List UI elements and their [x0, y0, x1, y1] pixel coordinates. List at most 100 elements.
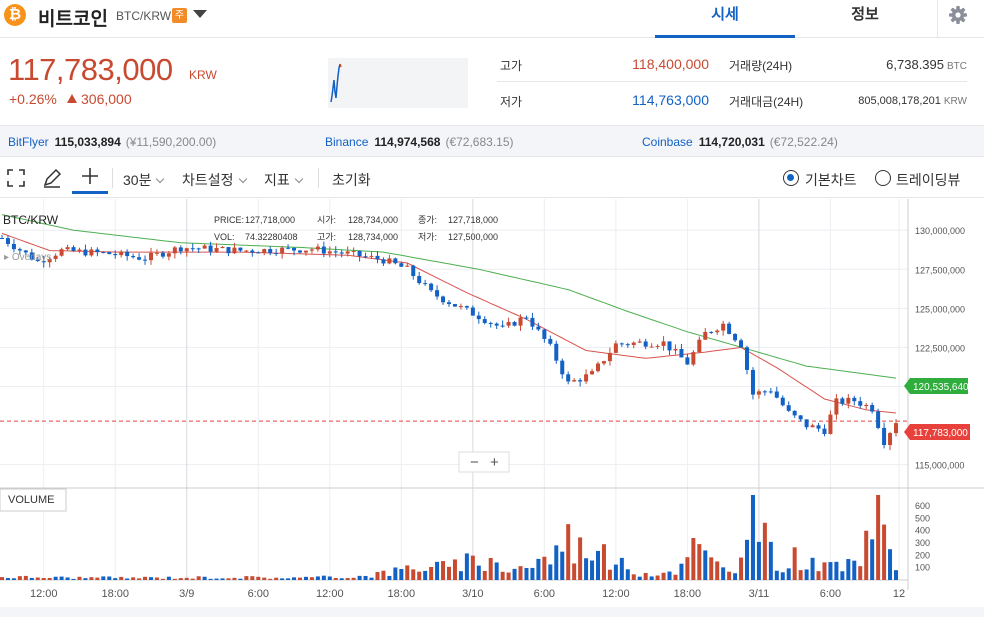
chart-grid — [0, 199, 984, 590]
amt24: 805,008,178,201 KRW — [858, 93, 967, 107]
crosshair-icon[interactable] — [72, 162, 108, 194]
candle-body — [244, 250, 249, 252]
zoom-controls-box — [458, 451, 510, 473]
exchange-name[interactable]: Binance — [325, 135, 369, 149]
interval-select[interactable]: 30분 — [123, 170, 165, 190]
volume-bar — [846, 559, 851, 580]
current-price-tag-box — [904, 424, 970, 440]
candle-body — [435, 290, 440, 297]
price-chart[interactable]: 130,000,000 127,500,000 125,000,000 122,500… — [0, 199, 984, 607]
exchange-name[interactable]: Coinbase — [642, 135, 693, 149]
candle-body — [828, 414, 833, 434]
candle-body — [578, 380, 583, 382]
fullscreen-icon[interactable] — [4, 166, 28, 190]
candle-body — [852, 397, 857, 402]
time-tick-label: 3/11 — [749, 588, 770, 600]
volume-bar — [715, 561, 720, 580]
reset-button[interactable]: 초기화 — [332, 172, 371, 188]
volume-bar — [131, 577, 136, 580]
chart-settings-label: 차트설정 — [182, 172, 234, 188]
candle-body — [631, 342, 636, 345]
volume-bar — [649, 576, 654, 580]
bottom-scroll-strip[interactable] — [0, 607, 984, 617]
candle-body — [11, 243, 16, 250]
gear-icon[interactable] — [937, 0, 984, 38]
candle-body — [834, 398, 839, 415]
candle-body — [536, 326, 541, 330]
axis-labels: 130,000,000 127,500,000 125,000,000 122,500… — [30, 226, 965, 600]
volume-tick-label: 200 — [915, 550, 930, 560]
candle-body — [673, 349, 678, 351]
volume-bar — [303, 576, 308, 580]
candle-body — [745, 347, 749, 370]
volume-bar — [601, 544, 606, 580]
volume-bar — [17, 576, 22, 580]
volume-bar — [560, 551, 565, 580]
volume-bar — [405, 565, 410, 580]
tradingview-radio[interactable] — [875, 170, 891, 186]
vol24-value: 6,738.395 — [886, 57, 944, 72]
volume-bar — [512, 568, 517, 580]
volume-bar — [315, 576, 320, 580]
candle-body — [303, 250, 308, 253]
volume-bar — [631, 574, 636, 580]
volume-bar — [667, 571, 672, 580]
volume-bar — [578, 537, 583, 580]
time-tick-label: 18:00 — [388, 588, 416, 600]
chevron-down-icon — [238, 174, 247, 184]
time-tick-label: 18:00 — [101, 588, 129, 600]
candle-body — [762, 391, 767, 393]
chart-settings-select[interactable]: 차트설정 — [182, 170, 247, 190]
volume-bar — [172, 578, 177, 580]
candle-body — [768, 391, 773, 393]
zoom-out-button[interactable]: − — [470, 454, 479, 471]
volume-bar — [190, 578, 195, 580]
price-tick-label: 130,000,000 — [915, 226, 965, 236]
volume-bar — [286, 578, 291, 580]
pencil-icon[interactable] — [40, 166, 64, 190]
indicators-select[interactable]: 지표 — [264, 170, 304, 190]
candle-body — [494, 323, 499, 326]
volume-bar — [65, 577, 70, 580]
volume-bar — [876, 495, 881, 580]
volume-bar — [894, 570, 898, 580]
zoom-in-button[interactable]: + — [490, 454, 499, 471]
chart-canvas[interactable]: 130,000,000 127,500,000 125,000,000 122,500… — [0, 199, 984, 607]
candle-body — [870, 405, 875, 412]
tradingview-label[interactable]: 트레이딩뷰 — [896, 172, 961, 188]
volume-bar — [369, 577, 374, 580]
candle-body — [864, 405, 869, 407]
candle-body — [71, 247, 76, 251]
coin-pair: BTC/KRW — [116, 9, 172, 23]
chart-pair-label: BTC/KRW — [3, 213, 59, 227]
candle-body — [882, 427, 887, 446]
overlays-toggle[interactable]: ▸ Overlays — [4, 252, 51, 263]
volume-bar — [226, 578, 231, 580]
toolbar-divider — [318, 168, 319, 188]
basic-chart-radio[interactable] — [783, 170, 799, 186]
volume-bar — [59, 576, 64, 580]
stat-row-high: 고가 118,400,000 거래량(24H) 6,738.395 BTC — [497, 46, 967, 82]
vol24: 6,738.395 BTC — [886, 57, 967, 72]
vol24-label: 거래량(24H) — [729, 59, 793, 73]
candle-body — [601, 361, 606, 364]
volume-bar — [852, 560, 857, 580]
candle-body — [643, 341, 648, 347]
tab-info[interactable]: 정보 — [851, 6, 879, 23]
chevron-down-icon — [294, 174, 304, 184]
candle-body — [232, 247, 237, 254]
exchange-price: 114,720,031 — [698, 135, 765, 149]
volume-bar — [500, 571, 505, 580]
candle-body — [548, 338, 553, 344]
tab-quote[interactable]: 시세 — [655, 0, 795, 38]
coin-select-caret-icon[interactable] — [193, 10, 207, 18]
candle-body — [822, 428, 827, 434]
candle-body — [17, 249, 22, 251]
volume-bar — [160, 578, 165, 580]
exchange-name[interactable]: BitFlyer — [8, 135, 49, 149]
volume-bar — [721, 567, 726, 580]
basic-chart-label[interactable]: 기본차트 — [805, 172, 857, 188]
candle-body — [685, 357, 690, 365]
candle-body — [876, 411, 881, 428]
volume-bar — [268, 578, 273, 580]
